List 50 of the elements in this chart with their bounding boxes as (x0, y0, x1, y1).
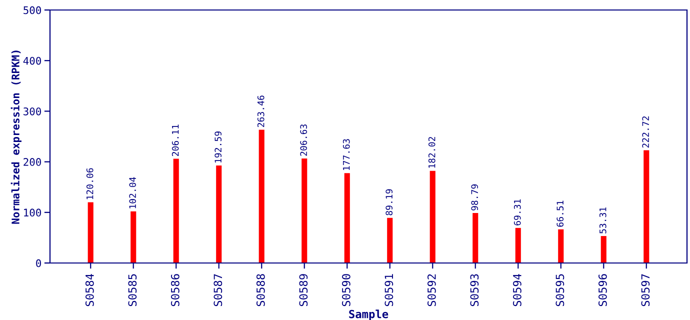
x-tick-label: S0594 (512, 274, 522, 306)
x-axis-title: Sample (349, 310, 388, 320)
bar (216, 166, 222, 263)
x-tick-label: S0592 (427, 274, 436, 306)
bar (558, 229, 564, 263)
y-tick-label: 0 (36, 259, 41, 268)
data-label: 120.06 (86, 168, 94, 200)
data-label: 177.63 (342, 139, 350, 170)
y-tick-label: 100 (24, 208, 41, 217)
data-label: 263.46 (257, 96, 264, 127)
y-tick-label: 300 (24, 107, 41, 116)
y-axis-title: Normalized expression (RPKM) (10, 50, 22, 224)
bar (644, 150, 650, 263)
data-label: 192.59 (214, 132, 222, 162)
data-label: 69.31 (514, 199, 521, 226)
bar (302, 158, 308, 263)
x-tick-label: S0586 (170, 274, 180, 306)
x-tick-label: S0591 (384, 274, 394, 306)
x-tick-label: S0585 (128, 274, 137, 306)
bar (600, 236, 606, 263)
x-tick-label: S0588 (256, 274, 265, 306)
data-label: 89.19 (386, 189, 393, 216)
bar (387, 218, 393, 263)
bar (515, 228, 521, 263)
bar (88, 202, 94, 263)
data-label: 182.02 (428, 137, 436, 168)
data-label: 98.79 (471, 184, 478, 210)
y-tick-label: 400 (23, 56, 41, 65)
bar (472, 213, 478, 263)
data-label: 53.31 (599, 207, 606, 234)
bar (130, 211, 136, 263)
data-label: 206.63 (300, 124, 308, 156)
bar (173, 158, 179, 263)
x-tick-label: S0590 (342, 274, 350, 306)
x-tick-label: S0589 (299, 274, 308, 306)
bar (258, 130, 264, 263)
data-label: 102.04 (129, 177, 136, 208)
data-label: 222.72 (642, 116, 649, 148)
x-tick-label: S0597 (641, 274, 650, 306)
x-tick-label: S0596 (598, 274, 607, 306)
bar (344, 173, 350, 263)
x-tick-label: S0593 (470, 274, 479, 306)
y-tick-label: 500 (24, 6, 41, 14)
x-tick-label: S0584 (85, 274, 94, 306)
data-label: 206.11 (172, 124, 179, 156)
x-tick-label: S0587 (214, 274, 222, 306)
y-tick-label: 200 (24, 158, 41, 166)
x-tick-label: S0595 (556, 274, 564, 306)
bar (430, 170, 436, 263)
data-label: 66.51 (556, 200, 564, 227)
